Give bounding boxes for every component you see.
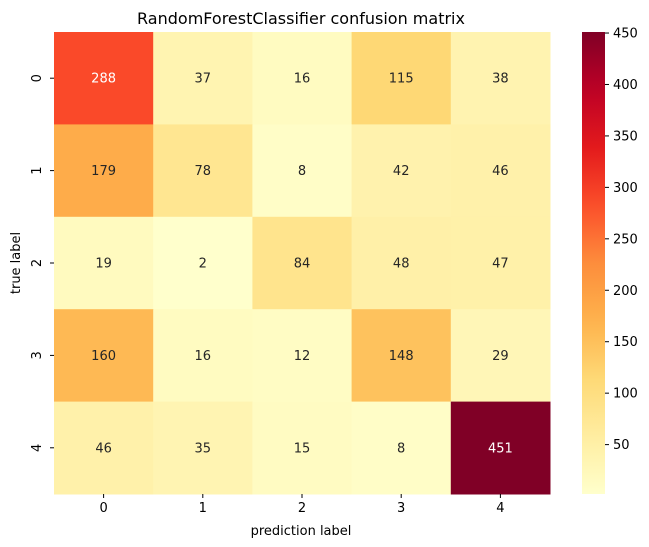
cell-value-label: 29 [492, 349, 509, 364]
heatmap-cell-labels: 288 37 16 115 38 179 78 8 42 46 19 2 84 48 47 160 16 12 14… [91, 72, 513, 457]
heatmap-cell [153, 309, 253, 403]
cell-value-label: 48 [393, 257, 410, 272]
cell-value-label: 179 [91, 164, 116, 179]
y-axis-label: true label [9, 232, 24, 294]
x-tick-label: 1 [199, 501, 207, 516]
heatmap-cell [450, 216, 551, 310]
heatmap-cell [450, 124, 551, 218]
colorbar-tick-label: 400 [613, 78, 638, 93]
heatmap-cell [153, 124, 253, 218]
y-tick-label: 1 [30, 166, 45, 174]
y-axis: 0 1 2 3 4 [30, 74, 54, 452]
colorbar-tick-label: 200 [613, 284, 638, 299]
y-tick-label: 0 [30, 74, 45, 82]
colorbar-gradient [582, 32, 605, 494]
colorbar-tick-label: 100 [613, 387, 638, 402]
heatmap-cell [351, 309, 452, 403]
cell-value-label: 16 [195, 349, 212, 364]
heatmap-cell [252, 216, 353, 310]
cell-value-label: 19 [95, 257, 112, 272]
cell-value-label: 37 [195, 72, 212, 87]
cell-value-label: 46 [492, 164, 509, 179]
x-tick-label: 3 [397, 501, 405, 516]
cell-value-label: 16 [294, 72, 311, 87]
heatmap-cells [54, 32, 551, 495]
y-tick-label: 2 [30, 259, 45, 267]
heatmap-cell [450, 32, 551, 125]
heatmap-cell [54, 309, 154, 403]
y-tick-label: 4 [30, 444, 45, 452]
heatmap-cell [450, 401, 551, 495]
cell-value-label: 46 [95, 441, 112, 456]
cell-value-label: 35 [195, 441, 212, 456]
cell-value-label: 8 [298, 164, 306, 179]
colorbar-tick-label: 150 [613, 335, 638, 350]
heatmap-cell [351, 216, 452, 310]
cell-value-label: 38 [492, 72, 509, 87]
y-tick-label: 3 [30, 351, 45, 359]
x-tick-label: 4 [496, 501, 504, 516]
heatmap-cell [54, 401, 154, 495]
x-tick-label: 0 [99, 501, 107, 516]
colorbar-tick-label: 350 [613, 129, 638, 144]
heatmap-cell [54, 32, 154, 125]
cell-value-label: 115 [389, 72, 414, 87]
cell-value-label: 148 [389, 349, 414, 364]
cell-value-label: 42 [393, 164, 410, 179]
chart-title: RandomForestClassifier confusion matrix [137, 9, 465, 28]
heatmap-cell [153, 216, 253, 310]
heatmap-cell [351, 401, 452, 495]
cell-value-label: 15 [294, 441, 311, 456]
x-tick-label: 2 [298, 501, 306, 516]
heatmap-cell [153, 401, 253, 495]
cell-value-label: 451 [488, 441, 513, 456]
cell-value-label: 47 [492, 257, 509, 272]
colorbar-tick-label: 300 [613, 181, 638, 196]
colorbar-tick-label: 50 [613, 438, 630, 453]
heatmap-cell [351, 32, 452, 125]
x-axis: 0 1 2 3 4 [99, 494, 505, 516]
heatmap-cell [252, 309, 353, 403]
colorbar-tick-label: 250 [613, 232, 638, 247]
colorbar: 50 100 150 200 250 300 350 400 450 [582, 27, 638, 494]
heatmap-cell [252, 32, 353, 125]
cell-value-label: 160 [91, 349, 116, 364]
heatmap-cell [54, 216, 154, 310]
heatmap-cell [450, 309, 551, 403]
heatmap-cell [252, 124, 353, 218]
cell-value-label: 84 [294, 257, 311, 272]
heatmap-cell [54, 124, 154, 218]
x-axis-label: prediction label [251, 524, 352, 539]
cell-value-label: 2 [199, 257, 207, 272]
heatmap-cell [351, 124, 452, 218]
cell-value-label: 78 [195, 164, 212, 179]
cell-value-label: 8 [397, 441, 405, 456]
colorbar-tick-label: 450 [613, 27, 638, 42]
heatmap-cell [153, 32, 253, 125]
heatmap-cell [252, 401, 353, 495]
cell-value-label: 12 [294, 349, 311, 364]
cell-value-label: 288 [91, 72, 116, 87]
